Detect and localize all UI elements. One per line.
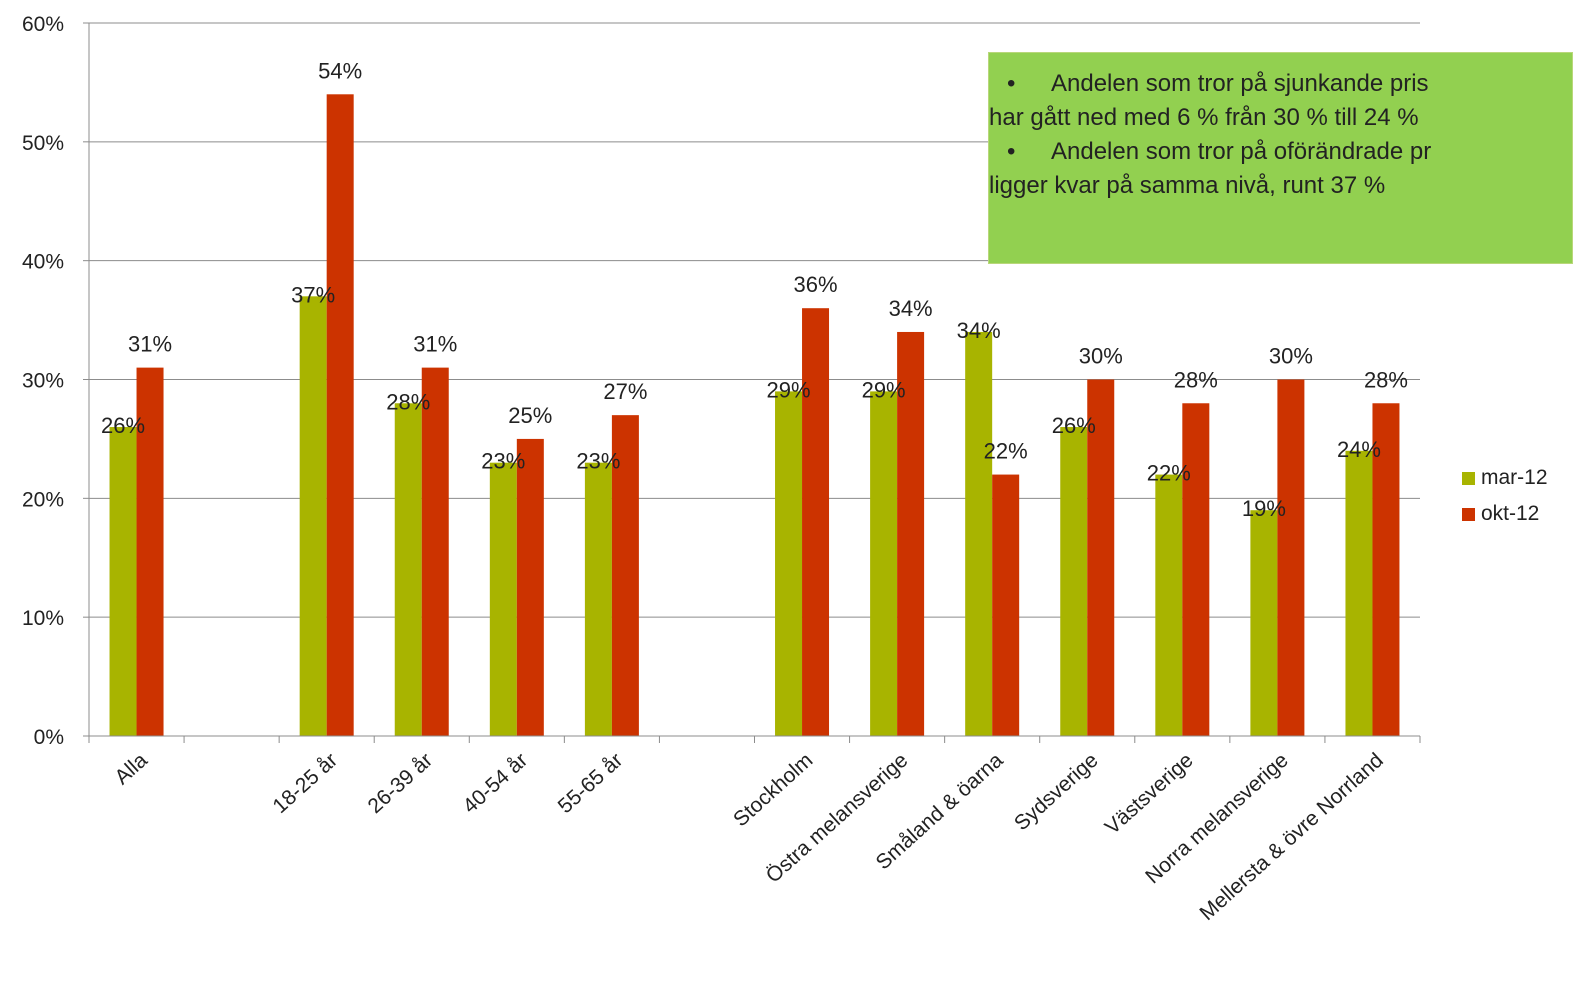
data-label-okt-12: 36% xyxy=(794,272,838,297)
y-tick-label: 60% xyxy=(22,13,64,36)
data-label-okt-12: 54% xyxy=(318,58,362,83)
bar-mar-12 xyxy=(1155,474,1183,736)
y-tick-label: 30% xyxy=(22,370,64,393)
bar-mar-12 xyxy=(299,296,327,736)
legend-label-okt-12: okt-12 xyxy=(1481,502,1540,525)
annotation-point-2-end: ligger kvar på samma nivå, runt 37 % xyxy=(989,172,1386,199)
bar-okt-12 xyxy=(1372,403,1400,736)
bar-okt-12 xyxy=(611,415,639,736)
bar-mar-12 xyxy=(775,391,803,736)
data-label-mar-12: 19% xyxy=(1242,496,1286,521)
x-axis-ticks: Alla 18-25 år 26-39 år 40-54 år 55-65 år Stoc… xyxy=(88,736,1421,925)
legend: mar-12 okt-12 xyxy=(1462,460,1548,532)
data-label-mar-12: 26% xyxy=(101,413,145,438)
y-tick-label: 40% xyxy=(22,251,64,274)
x-tick-label: 26-39 år xyxy=(364,749,438,818)
bar-okt-12 xyxy=(421,367,449,736)
bar-okt-12 xyxy=(136,367,164,736)
bar-mar-12 xyxy=(1345,450,1373,736)
bullet-icon: • xyxy=(1007,70,1016,97)
bar-mar-12 xyxy=(394,403,422,736)
data-label-mar-12: 37% xyxy=(291,282,335,307)
annotation-line-3: • Andelen som tror på oförändrade pr xyxy=(989,135,1572,169)
x-tick-label: 40-54 år xyxy=(459,749,533,818)
data-label-mar-12: 23% xyxy=(576,449,620,474)
data-label-mar-12: 24% xyxy=(1337,437,1381,462)
y-tick-label: 0% xyxy=(34,726,64,749)
data-label-mar-12: 29% xyxy=(767,377,811,402)
data-label-mar-12: 28% xyxy=(386,389,430,414)
bar-mar-12 xyxy=(1250,510,1278,736)
legend-swatch-mar-12 xyxy=(1462,471,1475,485)
data-label-okt-12: 31% xyxy=(128,332,172,357)
data-label-okt-12: 28% xyxy=(1364,367,1408,392)
bar-okt-12 xyxy=(1277,379,1305,736)
data-label-mar-12: 23% xyxy=(481,449,525,474)
bullet-icon: • xyxy=(1007,138,1016,165)
annotation-point-2-start: Andelen som tror på oförändrade pr xyxy=(1051,138,1432,165)
legend-swatch-okt-12 xyxy=(1462,507,1475,521)
legend-label-mar-12: mar-12 xyxy=(1481,466,1548,489)
data-label-okt-12: 27% xyxy=(603,379,647,404)
bar-mar-12 xyxy=(965,331,993,736)
legend-item-mar-12: mar-12 xyxy=(1462,460,1548,496)
bar-okt-12 xyxy=(1087,379,1115,736)
legend-item-okt-12: okt-12 xyxy=(1462,496,1548,532)
bar-okt-12 xyxy=(992,474,1020,736)
x-tick-label: 55-65 år xyxy=(554,749,628,818)
x-tick-label: Mellersta & övre Norrland xyxy=(1195,749,1387,925)
annotation-box: • Andelen som tror på sjunkande pris har … xyxy=(988,52,1573,264)
bar-okt-12 xyxy=(1182,403,1210,736)
data-label-okt-12: 22% xyxy=(984,439,1028,464)
data-label-okt-12: 34% xyxy=(889,296,933,321)
data-labels: 26% 31% 37% 54% 28% 31% 23% 25% 23% 27% 29% 36% 29% 3… xyxy=(101,58,1408,521)
y-tick-label: 10% xyxy=(22,607,64,630)
annotation-point-1-end: har gått ned med 6 % från 30 % till 24 % xyxy=(989,104,1419,131)
bar-mar-12 xyxy=(109,427,137,736)
x-tick-label: Sydsverige xyxy=(1010,749,1103,836)
data-label-mar-12: 22% xyxy=(1147,461,1191,486)
x-tick-label: Stockholm xyxy=(729,749,817,832)
y-tick-label: 50% xyxy=(22,132,64,155)
y-axis-ticks: 0% 10% 20% 30% 40% 50% 60% xyxy=(22,13,89,749)
data-label-okt-12: 31% xyxy=(413,332,457,357)
data-label-okt-12: 30% xyxy=(1079,344,1123,369)
data-label-okt-12: 28% xyxy=(1174,367,1218,392)
x-tick-label: Västsverige xyxy=(1101,749,1198,840)
x-tick-label: Alla xyxy=(110,748,152,789)
annotation-line-1: • Andelen som tror på sjunkande pris xyxy=(989,67,1572,101)
annotation-point-1-start: Andelen som tror på sjunkande pris xyxy=(1051,70,1429,97)
bar-mar-12 xyxy=(489,462,517,736)
data-label-mar-12: 34% xyxy=(957,318,1001,343)
data-label-okt-12: 30% xyxy=(1269,344,1313,369)
data-label-mar-12: 26% xyxy=(1052,413,1096,438)
bar-okt-12 xyxy=(516,438,544,736)
bar-okt-12 xyxy=(802,308,830,736)
bar-mar-12 xyxy=(584,462,612,736)
bar-okt-12 xyxy=(326,94,354,737)
bar-mar-12 xyxy=(1060,427,1088,736)
data-label-mar-12: 29% xyxy=(862,377,906,402)
y-tick-label: 20% xyxy=(22,488,64,511)
bar-series xyxy=(109,94,1400,737)
data-label-okt-12: 25% xyxy=(508,403,552,428)
bar-mar-12 xyxy=(870,391,898,736)
bar-okt-12 xyxy=(897,331,925,736)
x-tick-label: 18-25 år xyxy=(269,749,343,818)
